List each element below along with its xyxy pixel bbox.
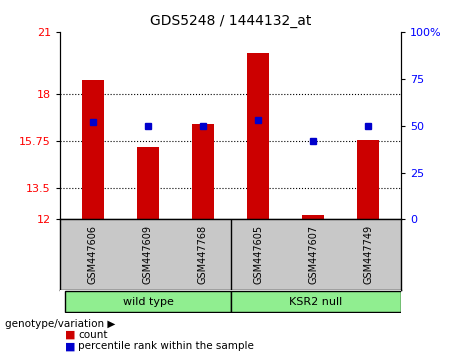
Bar — [302, 215, 324, 219]
Text: KSR2 null: KSR2 null — [289, 297, 343, 307]
Bar — [247, 53, 269, 219]
Text: genotype/variation ▶: genotype/variation ▶ — [5, 319, 115, 329]
Bar — [357, 140, 379, 219]
Text: GSM447749: GSM447749 — [363, 225, 373, 284]
FancyBboxPatch shape — [230, 291, 401, 312]
Text: GSM447768: GSM447768 — [198, 225, 208, 284]
Bar — [82, 80, 104, 219]
Text: GSM447605: GSM447605 — [253, 225, 263, 284]
Text: wild type: wild type — [123, 297, 173, 307]
Text: ■: ■ — [65, 341, 75, 351]
Text: GSM447606: GSM447606 — [88, 225, 98, 284]
Title: GDS5248 / 1444132_at: GDS5248 / 1444132_at — [150, 14, 311, 28]
Bar — [192, 124, 214, 219]
Bar — [137, 147, 159, 219]
Text: GSM447607: GSM447607 — [308, 225, 318, 284]
Text: percentile rank within the sample: percentile rank within the sample — [78, 341, 254, 351]
Text: ■: ■ — [65, 330, 75, 339]
Text: GSM447609: GSM447609 — [143, 225, 153, 284]
FancyBboxPatch shape — [65, 291, 230, 312]
Text: count: count — [78, 330, 108, 339]
